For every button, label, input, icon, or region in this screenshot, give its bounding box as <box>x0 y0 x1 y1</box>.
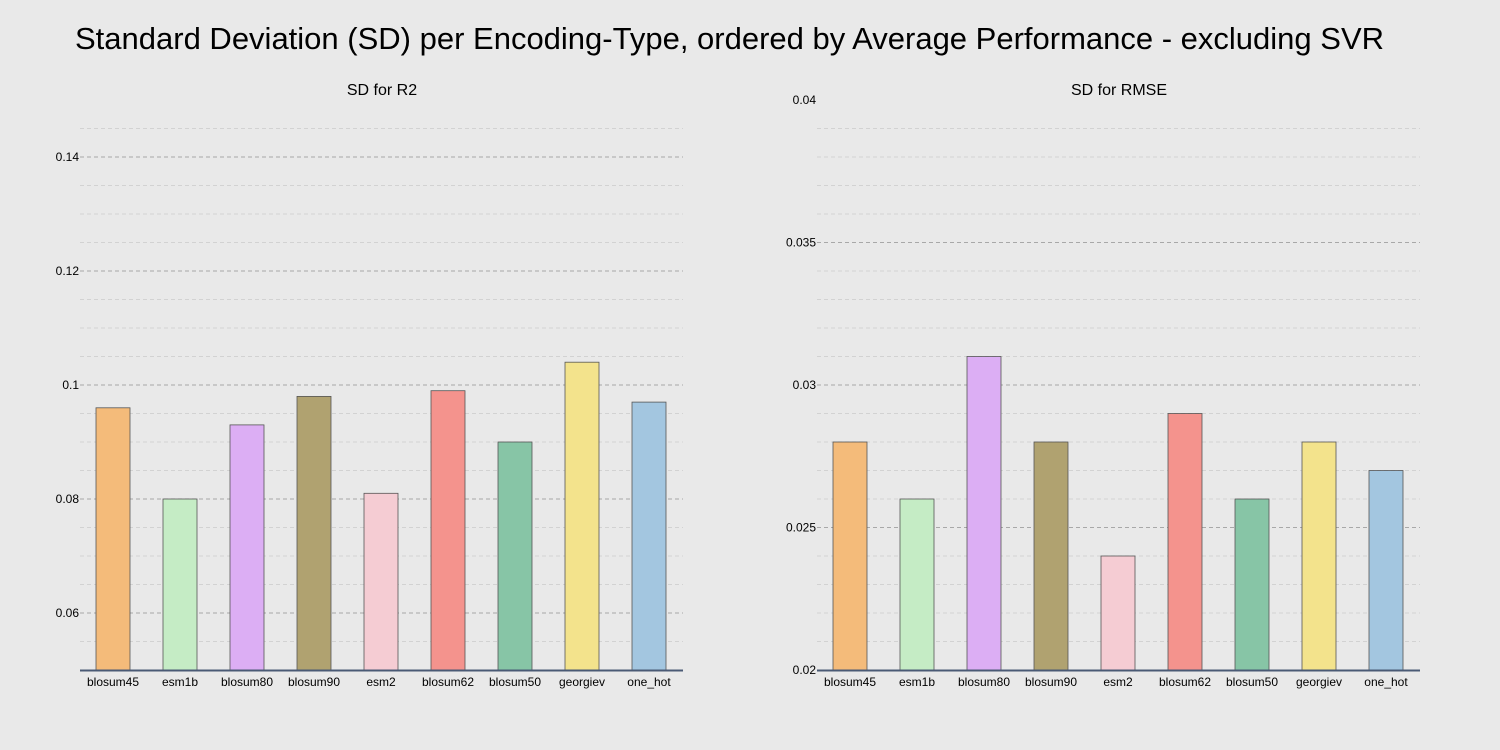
bar-esm2 <box>1100 555 1136 671</box>
bar-blosum45 <box>832 441 868 671</box>
y-tick-label: 0.12 <box>56 264 80 278</box>
y-tick-label: 0.06 <box>56 606 80 620</box>
x-tick-label: blosum45 <box>87 675 139 689</box>
panel-title: SD for RMSE <box>1071 82 1167 99</box>
x-tick-label: blosum90 <box>288 675 340 689</box>
bar-one_hot <box>1368 470 1404 671</box>
y-tick-label: 0.04 <box>793 93 817 107</box>
y-tick-label: 0.1 <box>62 378 79 392</box>
y-tick-label: 0.03 <box>793 378 817 392</box>
bar-blosum50 <box>1234 498 1270 671</box>
bar-one_hot <box>631 401 667 671</box>
x-tick-label: esm2 <box>366 675 396 689</box>
bar-blosum62 <box>430 390 466 671</box>
bar-blosum90 <box>296 395 332 671</box>
x-tick-label: georgiev <box>559 675 605 689</box>
y-tick-label: 0.035 <box>786 236 816 250</box>
bar-georgiev <box>1301 441 1337 671</box>
panel-title: SD for R2 <box>347 82 417 99</box>
bar-esm1b <box>162 498 198 671</box>
y-tick-label: 0.025 <box>786 521 816 535</box>
bar-blosum80 <box>966 356 1002 671</box>
bar-blosum45 <box>95 407 131 671</box>
x-tick-label: one_hot <box>627 675 671 689</box>
bar-blosum62 <box>1167 413 1203 671</box>
x-tick-label: blosum80 <box>958 675 1010 689</box>
bar-blosum80 <box>229 424 265 671</box>
x-tick-label: blosum62 <box>422 675 474 689</box>
bar-esm1b <box>899 498 935 671</box>
x-tick-label: blosum80 <box>221 675 273 689</box>
y-tick-label: 0.14 <box>56 150 80 164</box>
x-tick-label: esm2 <box>1103 675 1133 689</box>
x-tick-label: one_hot <box>1364 675 1408 689</box>
bar-esm2 <box>363 492 399 671</box>
x-tick-label: blosum90 <box>1025 675 1077 689</box>
x-tick-label: esm1b <box>162 675 198 689</box>
x-tick-label: blosum50 <box>489 675 541 689</box>
x-tick-label: esm1b <box>899 675 935 689</box>
bar-blosum90 <box>1033 441 1069 671</box>
x-tick-label: blosum62 <box>1159 675 1211 689</box>
x-tick-label: georgiev <box>1296 675 1342 689</box>
y-tick-label: 0.02 <box>793 663 817 677</box>
bar-blosum50 <box>497 441 533 671</box>
bar-georgiev <box>564 361 600 671</box>
x-tick-label: blosum50 <box>1226 675 1278 689</box>
chart-title: Standard Deviation (SD) per Encoding-Typ… <box>75 21 1385 56</box>
y-tick-label: 0.08 <box>56 492 80 506</box>
x-tick-label: blosum45 <box>824 675 876 689</box>
